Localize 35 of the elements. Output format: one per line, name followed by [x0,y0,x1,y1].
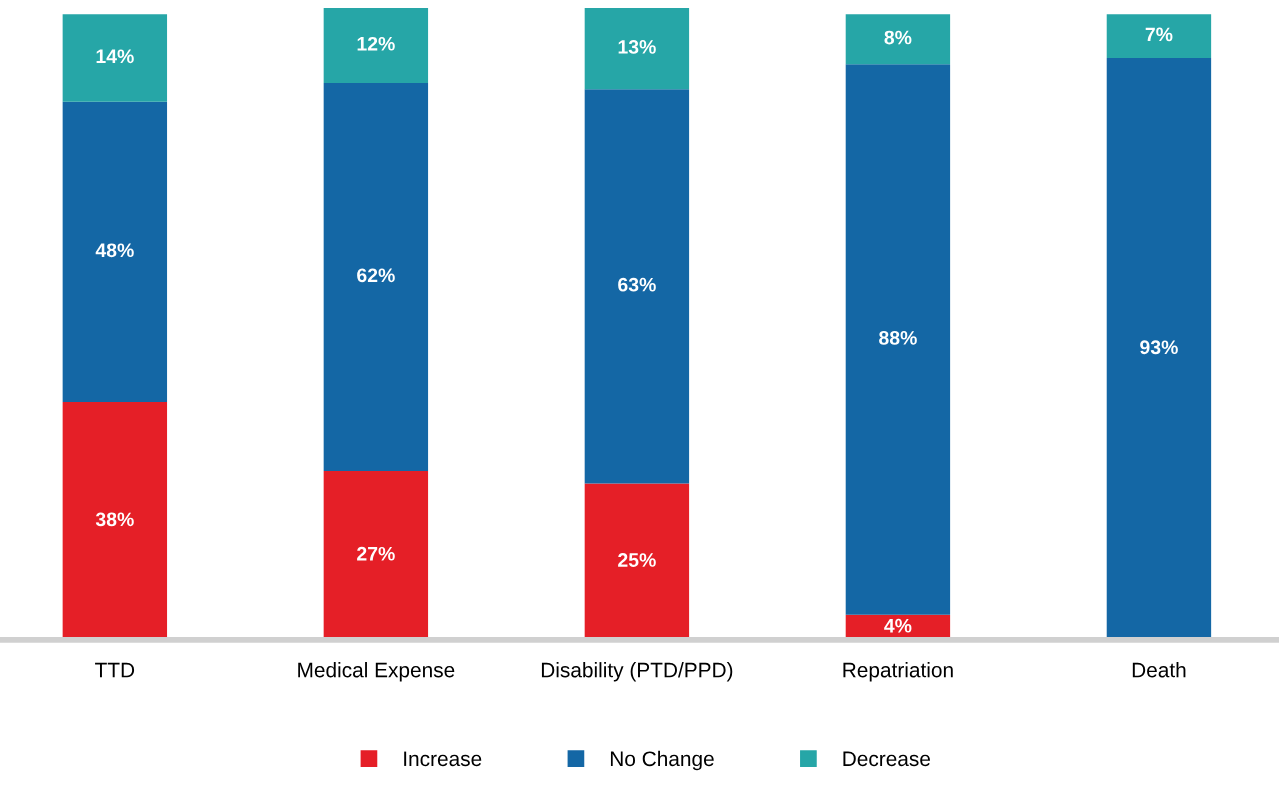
x-tick-label: Medical Expense [298,662,455,682]
data-label: 7% [1145,27,1173,42]
data-label: 8% [884,30,912,45]
data-label: 13% [618,40,656,54]
bar [1106,57,1212,640]
data-label: 48% [95,243,134,258]
bar [584,89,690,484]
bar [584,7,690,90]
bar [323,82,429,471]
data-label: 12% [357,36,395,51]
data-label: 88% [879,330,917,345]
bar [323,7,429,83]
bar [62,14,168,102]
bar [845,64,951,615]
bar [323,470,429,640]
data-label: 27% [357,546,395,561]
x-tick-label: Death [1132,662,1186,678]
bar [1106,14,1212,58]
data-label: 93% [1140,340,1178,355]
x-tick-label: Disability (PTD/PPD) [541,662,733,682]
data-label: 63% [618,277,656,292]
x-tick-label: TTD [95,662,135,678]
data-label: 38% [95,512,134,527]
legend-label: No Change [610,750,714,771]
data-label: 62% [357,268,395,283]
bar [584,483,690,640]
data-label: 4% [884,618,912,633]
x-tick-label: Repatriation [843,662,953,682]
data-label: 25% [618,553,656,567]
bar [845,14,951,65]
legend-label: Decrease [843,751,930,767]
legend-label: Increase [404,751,482,767]
bar [62,101,168,403]
data-label: 14% [96,49,134,64]
bar [62,402,168,640]
